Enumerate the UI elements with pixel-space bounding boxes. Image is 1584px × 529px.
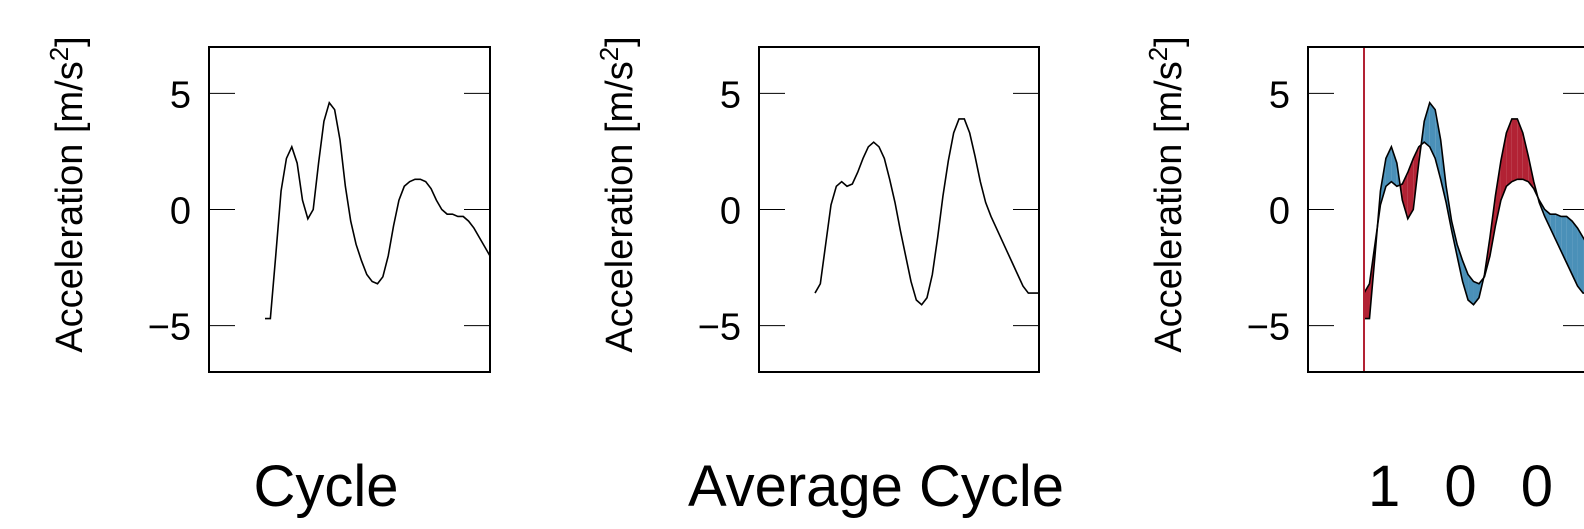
difference-fill	[1364, 283, 1370, 319]
y-axis-label-main: Acceleration [m/s	[599, 61, 641, 352]
difference-fill	[1550, 214, 1556, 240]
difference-fill	[1500, 132, 1507, 201]
y-tick-label: 0	[170, 191, 191, 233]
chart-panel-1: 5 0 −5 Acceleration [m/s2] Cycle	[44, 36, 491, 519]
y-axis-label: Acceleration [m/s2]	[44, 36, 91, 352]
series-line-average	[1363, 118, 1584, 306]
difference-fill	[1572, 221, 1578, 287]
y-axis-label: Acceleration [m/s2]	[1143, 36, 1190, 352]
y-axis-label-superscript: 2	[1143, 47, 1173, 61]
difference-fill	[1511, 118, 1518, 182]
y-tick-label: 5	[1269, 74, 1290, 116]
y-axis-label-close: ]	[599, 36, 641, 47]
y-axis-label: Acceleration [m/s2]	[594, 36, 641, 352]
series-line	[814, 118, 1039, 306]
difference-fill	[1495, 160, 1501, 226]
panel-caption: Average Cycle	[688, 454, 1064, 519]
y-tick-label: −5	[698, 307, 741, 349]
difference-fill	[1522, 132, 1529, 182]
y-axis-label-main: Acceleration [m/s	[49, 61, 91, 352]
plot-area	[265, 100, 490, 320]
y-axis-label-main: Acceleration [m/s	[1148, 61, 1190, 352]
difference-fill	[1561, 216, 1567, 263]
chart-panel-2: 5 0 −5 Acceleration [m/s2] Average Cycle	[594, 36, 1064, 519]
difference-fill	[1407, 158, 1414, 219]
y-tick-label: 5	[170, 74, 191, 116]
axes-frame	[208, 46, 491, 373]
difference-fill	[1424, 102, 1430, 147]
plot-area	[814, 118, 1039, 306]
y-axis-label-superscript: 2	[44, 47, 74, 61]
y-axis-label-superscript: 2	[594, 47, 624, 61]
difference-fill	[1506, 118, 1512, 187]
y-tick-label: −5	[148, 307, 191, 349]
y-tick-label: 0	[1269, 191, 1290, 233]
difference-fill	[1577, 228, 1584, 294]
difference-fill	[1517, 118, 1523, 180]
difference-fill	[1402, 172, 1408, 219]
axes-frame	[1307, 46, 1584, 373]
difference-fill	[1468, 274, 1474, 305]
difference-fill	[1429, 102, 1436, 159]
y-tick-label: 0	[720, 191, 741, 233]
series-line	[265, 100, 490, 320]
axes-frame	[758, 46, 1040, 373]
series-line-cycle	[1364, 101, 1584, 320]
y-tick-label: −5	[1247, 307, 1290, 349]
panel-caption: 1 0 0 1	[1368, 454, 1584, 519]
plot-area	[1363, 47, 1584, 372]
difference-fill	[1566, 216, 1573, 275]
difference-fill	[1391, 146, 1397, 187]
y-axis-label-close: ]	[49, 36, 91, 47]
y-tick-label: 5	[720, 74, 741, 116]
y-axis-label-close: ]	[1148, 36, 1190, 47]
panel-caption: Cycle	[253, 454, 398, 519]
difference-fill	[1462, 260, 1469, 301]
chart-panel-3: 5 0 −5 Acceleration [m/s2] 1 0 0 1	[1143, 36, 1584, 519]
